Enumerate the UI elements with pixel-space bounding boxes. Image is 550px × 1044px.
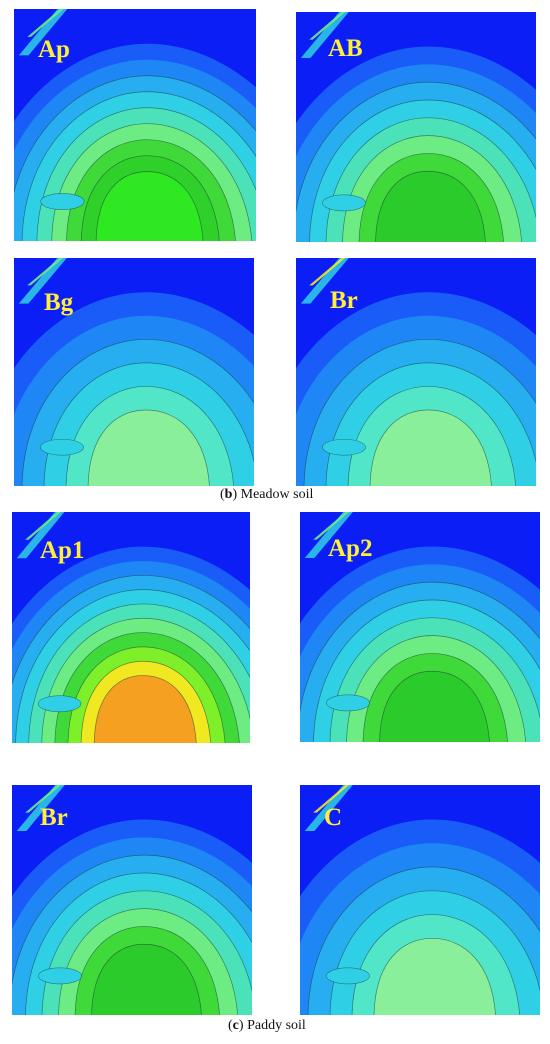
contour-level	[375, 170, 486, 242]
eem-panel-paddy-c: C	[300, 785, 540, 1015]
contour-level	[91, 943, 202, 1015]
panel-label-paddy-ap2: Ap2	[328, 535, 373, 562]
eem-panel-meadow-bg: Bg	[14, 258, 254, 486]
panel-label-meadow-ab: AB	[328, 35, 363, 62]
eem-contour-meadow-br	[296, 258, 536, 486]
contour-level	[93, 675, 197, 743]
caption-letter-paddy: c	[232, 1018, 239, 1033]
eem-panel-paddy-ap1: Ap1	[12, 512, 250, 743]
scatter-streak	[16, 512, 65, 559]
eem-contour-paddy-ap1	[12, 512, 250, 743]
scatter-streak	[304, 785, 353, 831]
scatter-streak	[304, 512, 353, 558]
eem-contour-paddy-c	[300, 785, 540, 1015]
panel-label-paddy-ap1: Ap1	[40, 537, 85, 564]
eem-contour-meadow-ab	[296, 12, 536, 242]
contour-level	[87, 409, 210, 486]
scatter-streak	[18, 258, 67, 304]
eem-panel-meadow-br: Br	[296, 258, 536, 486]
contour-level	[95, 171, 204, 241]
eem-panel-meadow-ap: Ap	[14, 9, 256, 241]
eem-contour-meadow-ap	[14, 9, 256, 241]
contour-level	[369, 409, 492, 486]
scatter-streak	[300, 258, 349, 304]
caption-meadow: (b) Meadow soil	[220, 487, 314, 502]
scatter-streak	[300, 12, 349, 58]
eem-panel-paddy-ap2: Ap2	[300, 512, 540, 742]
eem-contour-paddy-br	[12, 785, 252, 1015]
eem-contour-paddy-ap2	[300, 512, 540, 742]
panel-label-meadow-ap: Ap	[38, 36, 70, 63]
scatter-streak	[16, 785, 65, 831]
contour-level	[373, 937, 496, 1015]
caption-text-paddy: Paddy soil	[243, 1018, 306, 1033]
caption-letter-meadow: b	[224, 487, 233, 502]
panel-label-meadow-bg: Bg	[44, 289, 74, 316]
caption-paddy: (c) Paddy soil	[228, 1018, 306, 1033]
scatter-streak	[18, 9, 68, 56]
panel-label-meadow-br: Br	[330, 287, 358, 314]
panel-label-paddy-c: C	[324, 804, 343, 831]
eem-contour-meadow-bg	[14, 258, 254, 486]
eem-panel-meadow-ab: AB	[296, 12, 536, 242]
contour-level	[379, 670, 490, 742]
caption-text-meadow: Meadow soil	[237, 487, 314, 502]
eem-panel-paddy-br: Br	[12, 785, 252, 1015]
panel-label-paddy-br: Br	[40, 804, 68, 831]
